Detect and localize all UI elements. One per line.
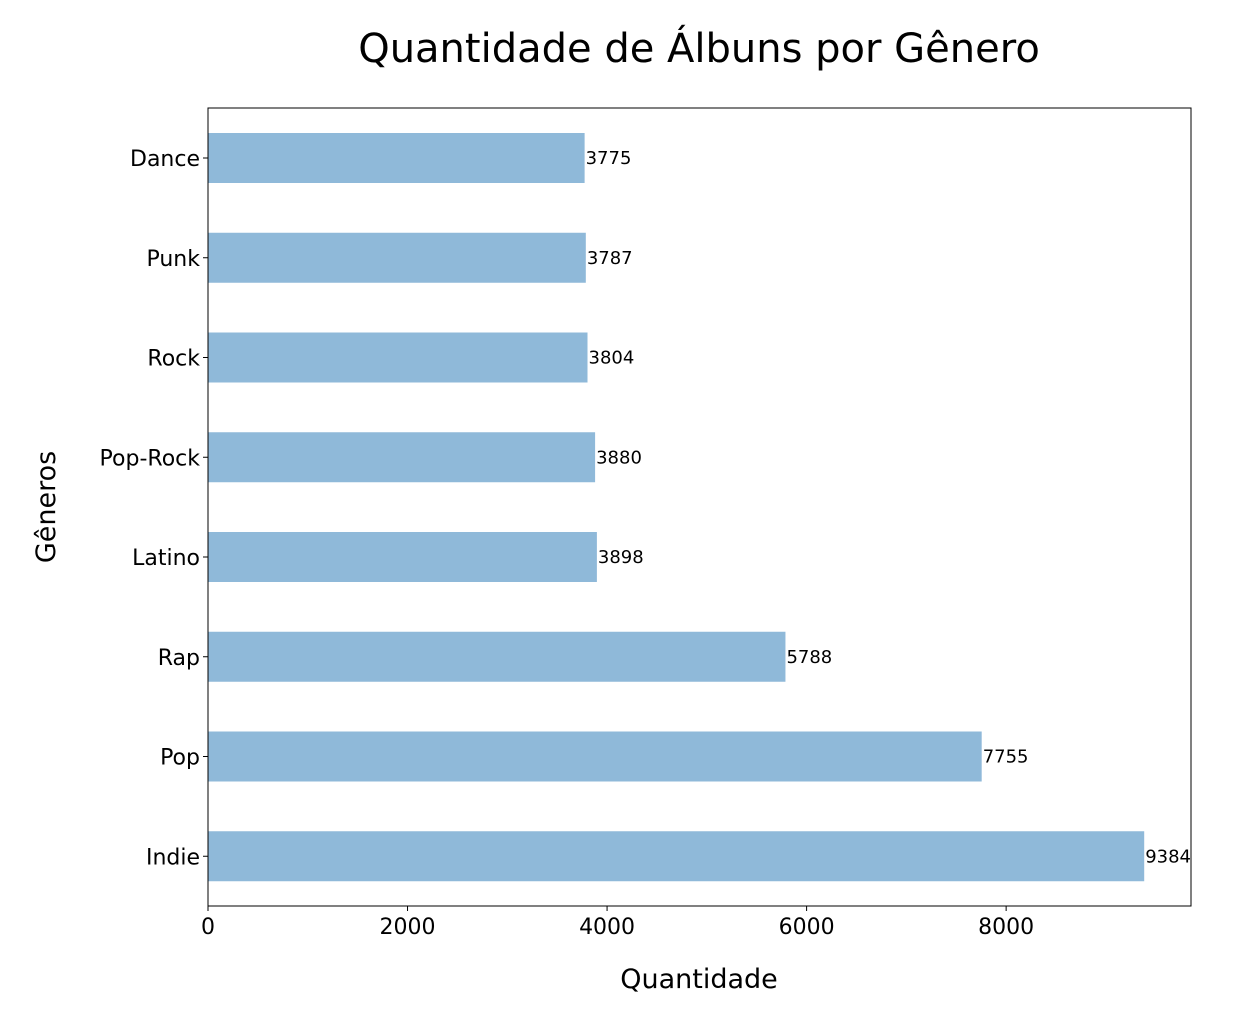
data-label-rap: 5788: [786, 647, 832, 668]
bar-punk: [208, 232, 586, 283]
bar-indie: [208, 831, 1145, 882]
bar-rock: [208, 332, 588, 383]
plot-frame: [207, 107, 1192, 907]
x-tick-label: 8000: [978, 915, 1034, 940]
y-axis: Dance Punk Rock Pop-Rock Latino Rap Pop Indie: [100, 147, 208, 870]
x-tick-label: 0: [201, 915, 215, 940]
bar-pop-rock: [208, 432, 596, 483]
x-axis-label: Quantidade: [620, 964, 778, 995]
x-tick-label: 4000: [579, 915, 635, 940]
x-tick-label: 2000: [380, 915, 436, 940]
chart-title: Quantidade de Álbuns por Gênero: [358, 24, 1040, 72]
data-label-rock: 3804: [589, 348, 635, 369]
data-label-dance: 3775: [586, 148, 632, 169]
bar-latino: [208, 532, 597, 582]
x-tick-label: 6000: [779, 915, 835, 940]
y-tick-label: Rock: [147, 347, 200, 372]
y-tick-label: Pop-Rock: [100, 446, 201, 471]
y-tick-label: Indie: [146, 845, 200, 870]
bars-group: [208, 133, 1145, 882]
y-tick-label: Rap: [158, 646, 200, 671]
data-label-indie: 9384: [1145, 846, 1191, 867]
y-tick-label: Pop: [160, 746, 200, 771]
data-label-pop: 7755: [983, 747, 1029, 768]
data-label-pop-rock: 3880: [596, 447, 642, 468]
bar-dance: [208, 133, 585, 183]
y-tick-label: Punk: [146, 247, 200, 272]
data-label-latino: 3898: [598, 547, 644, 568]
y-axis-label: Gêneros: [31, 451, 62, 563]
data-labels-group: 3775 3787 3804 3880 3898 5788 7755 9384: [586, 148, 1191, 867]
bar-rap: [208, 631, 786, 682]
x-axis: 0 2000 4000 6000 8000: [201, 906, 1034, 940]
bar-pop: [208, 731, 982, 782]
y-tick-label: Latino: [132, 546, 200, 571]
data-label-punk: 3787: [587, 248, 633, 269]
y-tick-label: Dance: [130, 147, 200, 172]
